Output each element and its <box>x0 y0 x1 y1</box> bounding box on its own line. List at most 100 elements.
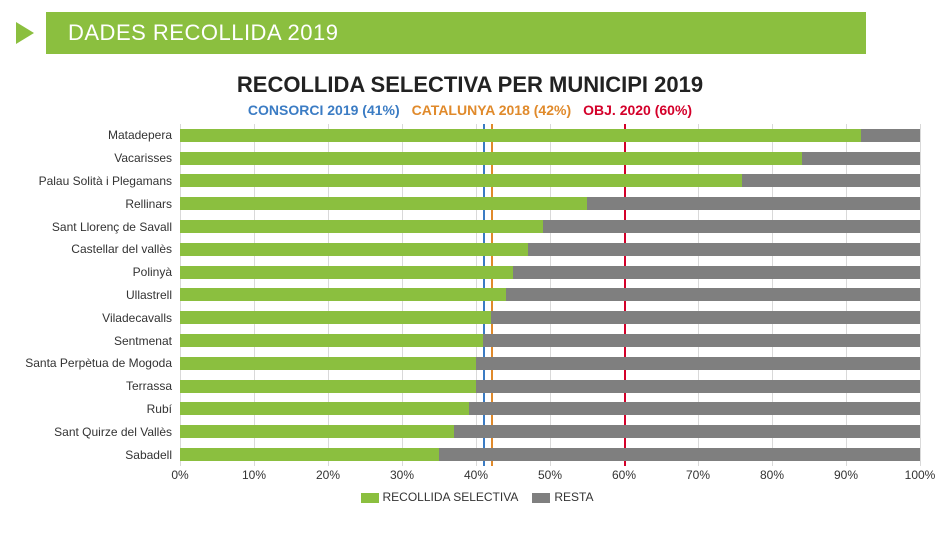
x-tick-label: 20% <box>316 468 340 482</box>
chart-title: RECOLLIDA SELECTIVA PER MUNICIPI 2019 <box>0 72 940 98</box>
chart-row: Sant Quirze del Vallès <box>20 420 920 443</box>
bar-segment <box>439 448 920 461</box>
category-label: Sentmenat <box>20 334 180 348</box>
x-tick-label: 90% <box>834 468 858 482</box>
x-tick-label: 10% <box>242 468 266 482</box>
chart: Matadepera Vacarisses Palau Solità i Plega… <box>20 124 920 488</box>
bar-track <box>180 243 920 256</box>
category-label: Rellinars <box>20 197 180 211</box>
bar-segment <box>506 288 920 301</box>
chart-row: Polinyà <box>20 261 920 284</box>
bar-segment <box>180 266 513 279</box>
category-label: Rubí <box>20 402 180 416</box>
bar-segment <box>587 197 920 210</box>
bar-track <box>180 380 920 393</box>
category-label: Polinyà <box>20 265 180 279</box>
x-tick-label: 30% <box>390 468 414 482</box>
chart-row: Ullastrell <box>20 284 920 307</box>
bar-segment <box>483 334 920 347</box>
grid-line <box>920 124 921 466</box>
x-tick-label: 0% <box>171 468 188 482</box>
x-tick-label: 70% <box>686 468 710 482</box>
category-label: Viladecavalls <box>20 311 180 325</box>
bar-segment <box>180 174 742 187</box>
bar-track <box>180 129 920 142</box>
bar-segment <box>454 425 920 438</box>
bar-segment <box>180 334 483 347</box>
x-tick-label: 60% <box>612 468 636 482</box>
bar-segment <box>476 357 920 370</box>
bar-track <box>180 220 920 233</box>
bar-segment <box>528 243 920 256</box>
category-label: Sant Quirze del Vallès <box>20 425 180 439</box>
bar-track <box>180 266 920 279</box>
reference-line-labels: CONSORCI 2019 (41%) CATALUNYA 2018 (42%) O… <box>0 102 940 118</box>
bar-track <box>180 448 920 461</box>
bar-segment <box>742 174 920 187</box>
bar-segment <box>180 197 587 210</box>
category-label: Ullastrell <box>20 288 180 302</box>
bar-segment <box>180 357 476 370</box>
bar-segment <box>513 266 920 279</box>
bar-segment <box>543 220 920 233</box>
x-tick-label: 80% <box>760 468 784 482</box>
chart-row: Rellinars <box>20 192 920 215</box>
bar-segment <box>180 220 543 233</box>
bar-track <box>180 288 920 301</box>
play-triangle-icon <box>16 22 34 44</box>
bar-track <box>180 152 920 165</box>
category-label: Santa Perpètua de Mogoda <box>20 356 180 370</box>
category-label: Castellar del vallès <box>20 242 180 256</box>
legend-swatch <box>361 493 379 503</box>
bar-segment <box>180 243 528 256</box>
chart-row: Vacarisses <box>20 147 920 170</box>
bar-track <box>180 311 920 324</box>
chart-row: Castellar del vallès <box>20 238 920 261</box>
bar-track <box>180 197 920 210</box>
x-axis: 0%10%20%30%40%50%60%70%80%90%100% <box>180 466 920 488</box>
category-label: Terrassa <box>20 379 180 393</box>
bar-segment <box>861 129 920 142</box>
category-label: Sabadell <box>20 448 180 462</box>
category-label: Matadepera <box>20 128 180 142</box>
x-tick-label: 100% <box>905 468 936 482</box>
bar-segment <box>180 311 491 324</box>
legend-label: RESTA <box>554 490 593 504</box>
reference-label: CATALUNYA 2018 (42%) <box>412 102 572 118</box>
bar-track <box>180 357 920 370</box>
bar-track <box>180 402 920 415</box>
legend-swatch <box>532 493 550 503</box>
bar-segment <box>180 402 469 415</box>
bar-track <box>180 334 920 347</box>
chart-row: Rubí <box>20 398 920 421</box>
bar-segment <box>180 288 506 301</box>
bar-segment <box>180 152 802 165</box>
chart-row: Terrassa <box>20 375 920 398</box>
chart-row: Matadepera <box>20 124 920 147</box>
chart-row: Sant Llorenç de Savall <box>20 215 920 238</box>
chart-row: Sabadell <box>20 443 920 466</box>
x-tick-label: 50% <box>538 468 562 482</box>
reference-label: OBJ. 2020 (60%) <box>583 102 692 118</box>
chart-row: Palau Solità i Plegamans <box>20 170 920 193</box>
category-label: Palau Solità i Plegamans <box>20 174 180 188</box>
chart-row: Sentmenat <box>20 329 920 352</box>
bar-segment <box>180 425 454 438</box>
bar-segment <box>469 402 920 415</box>
category-label: Vacarisses <box>20 151 180 165</box>
category-label: Sant Llorenç de Savall <box>20 220 180 234</box>
bar-segment <box>476 380 920 393</box>
page-header: DADES RECOLLIDA 2019 <box>0 0 940 62</box>
chart-row: Viladecavalls <box>20 306 920 329</box>
page-banner: DADES RECOLLIDA 2019 <box>46 12 866 54</box>
reference-label: CONSORCI 2019 (41%) <box>248 102 400 118</box>
chart-row: Santa Perpètua de Mogoda <box>20 352 920 375</box>
bar-segment <box>180 129 861 142</box>
bar-track <box>180 425 920 438</box>
chart-rows: Matadepera Vacarisses Palau Solità i Plega… <box>20 124 920 466</box>
legend-label: RECOLLIDA SELECTIVA <box>383 490 519 504</box>
bar-track <box>180 174 920 187</box>
bar-segment <box>180 448 439 461</box>
bar-segment <box>180 380 476 393</box>
bar-segment <box>491 311 920 324</box>
